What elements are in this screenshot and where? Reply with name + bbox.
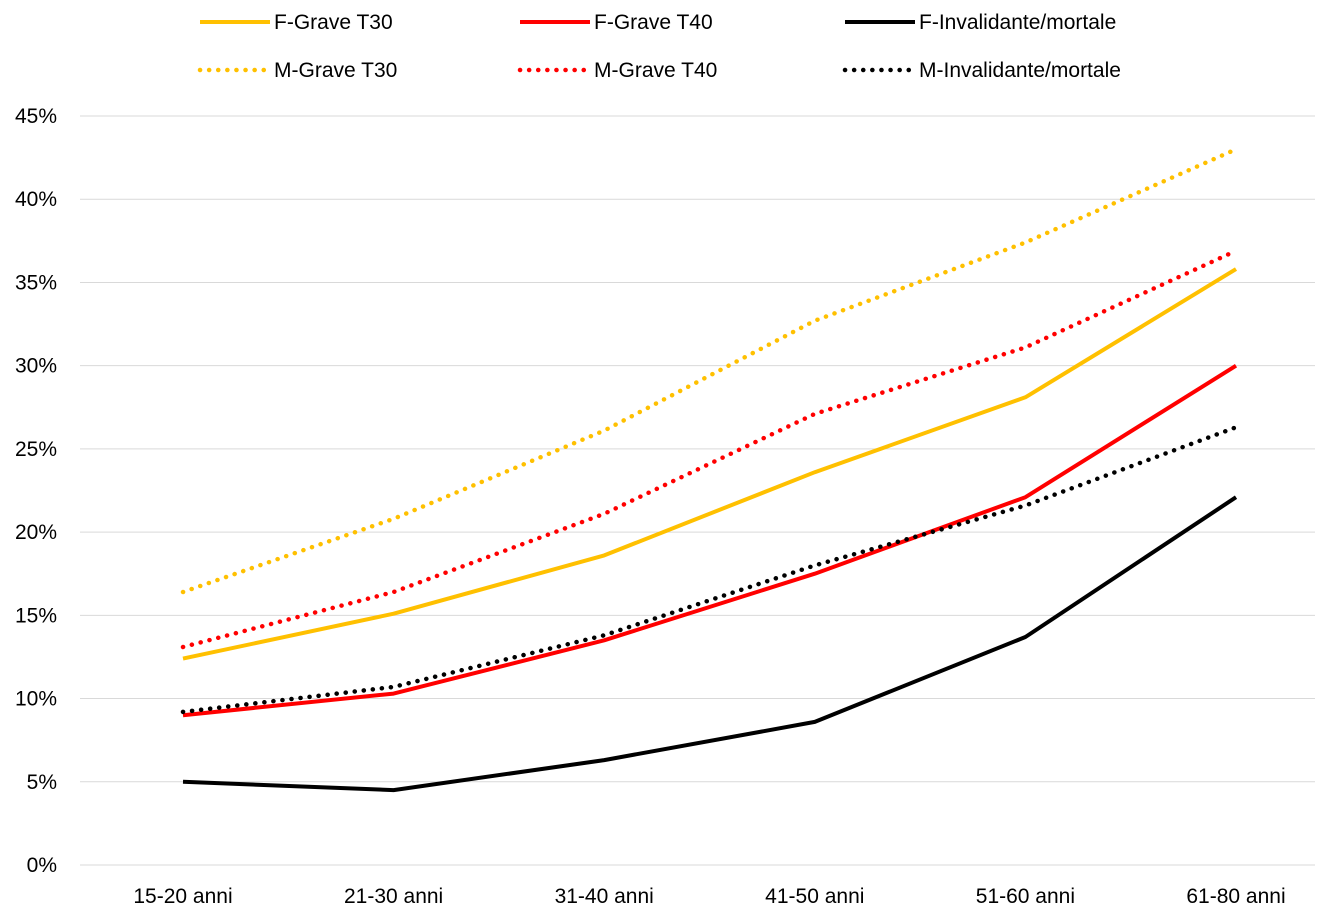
- y-axis: 0% 5% 10% 15% 20% 25% 30% 35% 40% 45%: [15, 105, 57, 877]
- y-tick-label: 30%: [15, 355, 57, 378]
- legend-label: M-Grave T30: [274, 59, 397, 82]
- series-lines: [180, 147, 1239, 793]
- gridlines: [80, 115, 1315, 866]
- series-line-4: [180, 147, 1239, 595]
- y-tick-label: 20%: [15, 521, 57, 544]
- legend-item: M-Grave T30: [197, 59, 397, 82]
- legend-label: F-Grave T40: [594, 11, 713, 34]
- series-line-1: [182, 267, 1238, 661]
- x-tick-label: 51-60 anni: [976, 885, 1075, 908]
- series-line-6: [180, 425, 1239, 715]
- legend-label: F-Grave T30: [274, 11, 393, 34]
- y-tick-label: 0%: [27, 854, 57, 877]
- series-line-3: [182, 495, 1238, 793]
- x-axis: 15-20 anni 21-30 anni 31-40 anni 41-50 anni…: [133, 885, 1285, 908]
- y-tick-label: 10%: [15, 688, 57, 711]
- x-tick-label: 61-80 anni: [1186, 885, 1285, 908]
- x-tick-label: 15-20 anni: [133, 885, 232, 908]
- legend-item: M-Invalidante/mortale: [842, 59, 1121, 82]
- legend-item: F-Invalidante/mortale: [845, 11, 1116, 34]
- legend-item: M-Grave T40: [517, 59, 717, 82]
- x-tick-label: 41-50 anni: [765, 885, 864, 908]
- x-tick-label: 21-30 anni: [344, 885, 443, 908]
- legend: F-Grave T30 F-Grave T40 F-Invalidante/mort…: [197, 11, 1121, 82]
- legend-item: F-Grave T40: [520, 11, 713, 34]
- y-tick-label: 45%: [15, 105, 57, 128]
- series-line-5: [180, 248, 1239, 650]
- legend-label: M-Grave T40: [594, 59, 717, 82]
- legend-label: F-Invalidante/mortale: [919, 11, 1116, 34]
- legend-label: M-Invalidante/mortale: [919, 59, 1121, 82]
- legend-item: F-Grave T30: [200, 11, 393, 34]
- series-line-2: [182, 364, 1238, 718]
- x-tick-label: 31-40 anni: [555, 885, 654, 908]
- y-tick-label: 40%: [15, 188, 57, 211]
- y-tick-label: 15%: [15, 604, 57, 627]
- y-tick-label: 35%: [15, 271, 57, 294]
- y-tick-label: 25%: [15, 438, 57, 461]
- y-tick-label: 5%: [27, 771, 57, 794]
